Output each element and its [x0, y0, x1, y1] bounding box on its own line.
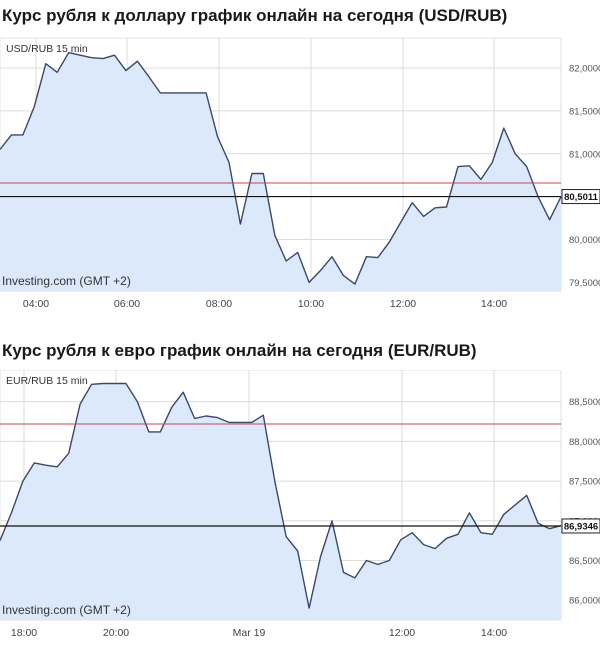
chart-source: Investing.com (GMT +2): [2, 274, 131, 288]
x-tick-label: 06:00: [114, 298, 140, 310]
series-line: [0, 51, 562, 285]
y-tick-label: 81,0000: [569, 149, 600, 160]
y-tick-label: 88,0000: [569, 437, 600, 448]
y-tick-label: 80,0000: [569, 235, 600, 246]
x-tick-label: 12:00: [389, 627, 415, 639]
chart-source: Investing.com (GMT +2): [2, 603, 131, 617]
x-tick-label: 20:00: [103, 627, 129, 639]
y-tick-label: 88,5000: [569, 397, 600, 408]
series-line: [0, 382, 562, 609]
eur-section: Курс рубля к евро график онлайн на сегод…: [0, 328, 600, 655]
x-tick-label: 12:00: [390, 298, 416, 310]
x-tick-label: 10:00: [298, 298, 324, 310]
current-price-box: [561, 189, 600, 205]
current-price-label: 80,5011: [564, 192, 599, 203]
y-tick-label: 81,5000: [569, 106, 600, 117]
current-price-label: 86,9346: [564, 521, 598, 532]
series-area: [0, 383, 561, 620]
y-tick-label: 79,5000: [569, 278, 600, 289]
usd-rub-chart[interactable]: 82,000081,500081,000080,500080,000079,50…: [0, 35, 600, 327]
x-tick-label: 18:00: [11, 627, 37, 639]
x-tick-label: 14:00: [481, 298, 507, 310]
series-area: [0, 52, 561, 291]
y-tick-label: 87,5000: [569, 477, 600, 488]
eur-rub-chart[interactable]: 88,500088,000087,500087,000086,500086,00…: [0, 370, 600, 656]
usd-section: Курс рубля к доллару график онлайн на се…: [0, 0, 600, 318]
eur-heading: Курс рубля к евро график онлайн на сегод…: [2, 341, 477, 360]
x-tick-label: Mar 19: [233, 627, 266, 639]
chart-title: EUR/RUB 15 min: [6, 375, 88, 387]
y-tick-label: 82,0000: [569, 64, 600, 75]
current-price-box: [561, 518, 600, 534]
x-tick-label: 04:00: [23, 298, 49, 310]
usd-heading: Курс рубля к доллару график онлайн на се…: [2, 6, 508, 25]
y-tick-label: 86,5000: [569, 556, 600, 567]
y-tick-label: 86,0000: [569, 596, 600, 607]
chart-title: USD/RUB 15 min: [6, 43, 88, 55]
x-tick-label: 14:00: [481, 627, 507, 639]
x-tick-label: 08:00: [206, 298, 232, 310]
